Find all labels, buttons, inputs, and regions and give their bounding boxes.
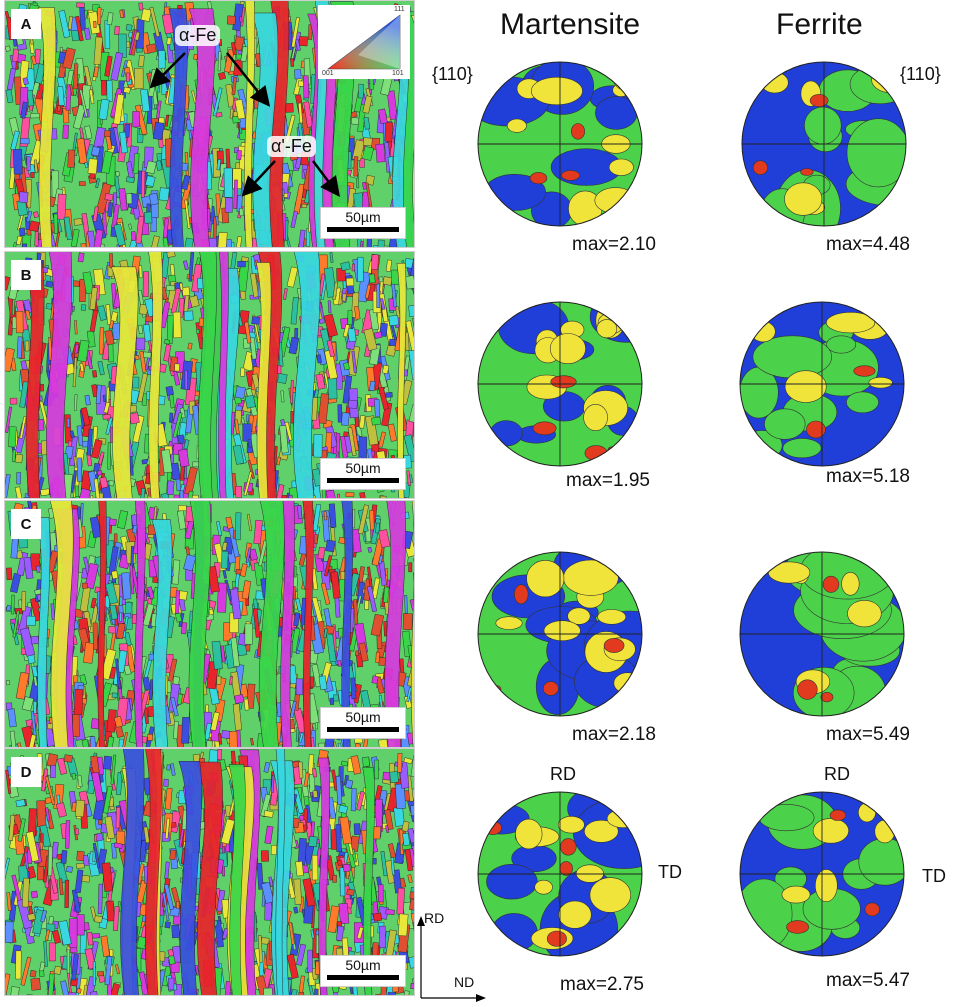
ebsd-map-b: B 50µm	[4, 251, 415, 499]
plane-label-martensite: {110}	[432, 64, 473, 85]
pole-figure-martensite-d	[474, 788, 654, 960]
pole-figure-plot	[474, 548, 646, 720]
nd-axis-label: ND	[454, 974, 474, 990]
ebsd-map-a: A 001 101 111 α-Fe α'-Fe	[4, 0, 415, 248]
panel-letter: C	[11, 509, 41, 539]
max-label-martensite-c: max=2.18	[572, 724, 656, 746]
pole-figure-ferrite-a	[738, 58, 916, 230]
pole-figure-martensite-b	[474, 298, 646, 470]
ipf-label-111: 111	[394, 6, 405, 13]
panel-letter: A	[11, 9, 41, 39]
pole-figure-martensite-a	[474, 58, 646, 230]
pole-figure-plot	[474, 58, 646, 230]
scale-bar-line	[327, 727, 399, 732]
max-label-martensite-d: max=2.75	[560, 974, 644, 996]
pole-figure-plot	[736, 298, 914, 470]
max-label-martensite-a: max=2.10	[572, 234, 656, 256]
scale-bar-label: 50µm	[321, 460, 405, 476]
scale-bar-label: 50µm	[321, 209, 405, 225]
scale-bar-line	[327, 227, 399, 232]
axes-arrows	[408, 910, 488, 1002]
pole-figure-plot	[736, 548, 916, 720]
pole-figure-ferrite-b	[736, 298, 914, 470]
pole-figure-plot	[736, 788, 920, 960]
panel-letter: D	[11, 757, 41, 787]
td-label-martensite: TD	[658, 862, 682, 883]
scale-bar: 50µm	[320, 458, 406, 490]
td-label-ferrite: TD	[922, 866, 946, 887]
pole-figure-plot	[738, 58, 916, 230]
ebsd-map-c: C 50µm	[4, 500, 415, 748]
ferrite-column-title: Ferrite	[776, 8, 863, 42]
scale-bar-label: 50µm	[321, 957, 405, 973]
max-label-ferrite-d: max=5.47	[826, 970, 910, 992]
scale-bar: 50µm	[320, 207, 406, 239]
martensite-column-title: Martensite	[500, 8, 640, 42]
pole-figure-ferrite-d	[736, 788, 920, 960]
scale-bar: 50µm	[320, 707, 406, 739]
pole-figure-martensite-c	[474, 548, 646, 720]
rd-label-ferrite: RD	[824, 764, 850, 785]
pole-figure-plot	[474, 298, 646, 470]
ipf-triangle	[318, 5, 410, 79]
pole-figure-ferrite-c	[736, 548, 916, 720]
sample-axes-indicator: RD ND	[408, 910, 488, 1002]
ebsd-map-d: D 50µm	[4, 748, 415, 996]
panel-letter: B	[11, 260, 41, 290]
max-label-ferrite-a: max=4.48	[826, 234, 910, 256]
ipf-label-101: 101	[392, 70, 404, 77]
ipf-label-001: 001	[322, 70, 334, 77]
scale-bar-line	[327, 478, 399, 483]
pole-figure-plot	[474, 788, 654, 960]
scale-bar-line	[327, 975, 399, 980]
max-label-martensite-b: max=1.95	[566, 470, 650, 492]
scale-bar: 50µm	[320, 955, 406, 987]
max-label-ferrite-b: max=5.18	[826, 466, 910, 488]
alpha-fe-label: α-Fe	[175, 25, 220, 46]
max-label-ferrite-c: max=5.49	[826, 724, 910, 746]
alpha-prime-fe-label: α'-Fe	[267, 136, 316, 157]
rd-label-martensite: RD	[550, 764, 576, 785]
rd-axis-label: RD	[424, 910, 444, 926]
scale-bar-label: 50µm	[321, 709, 405, 725]
ipf-color-legend: 001 101 111	[318, 5, 410, 79]
